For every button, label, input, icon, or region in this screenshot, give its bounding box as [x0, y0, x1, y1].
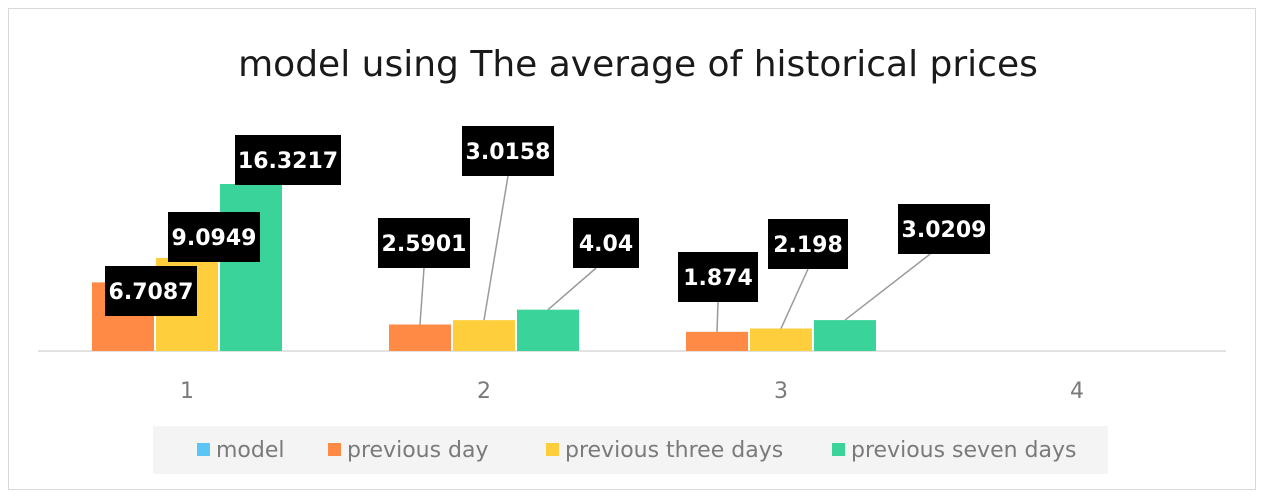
bar-previous-three-days-2 [453, 320, 515, 351]
data-label-box-previous-three-days-2 [462, 126, 554, 176]
x-tick-label-2: 2 [477, 379, 491, 404]
bar-previous-day-3 [686, 331, 748, 351]
leader-line-previous-day-3 [716, 301, 719, 332]
legend-label-model: model [216, 438, 285, 463]
data-label-box-previous-day-3 [678, 252, 758, 302]
bar-previous-day-2 [389, 324, 451, 351]
data-label-box-previous-day-1 [105, 266, 197, 316]
legend-item-previous-three-days: previous three days [546, 438, 783, 463]
bar-previous-seven-days-3 [814, 320, 876, 351]
leader-lines-layer [419, 175, 931, 332]
legend: model previous day previous three days prev… [197, 438, 1076, 463]
data-label-previous-three-days-3: 2.198 [773, 233, 843, 258]
data-label-box-previous-seven-days-3 [898, 204, 990, 254]
data-label-previous-seven-days-2: 4.04 [579, 232, 633, 257]
x-tick-label-4: 4 [1070, 379, 1084, 404]
bars-layer [92, 184, 876, 351]
x-tick-labels: 1 2 3 4 [180, 379, 1084, 404]
legend-swatch-previous-day [328, 443, 341, 456]
data-label-previous-day-3: 1.874 [683, 266, 753, 291]
legend-item-previous-seven-days: previous seven days [832, 438, 1076, 463]
legend-swatch-previous-three-days [546, 443, 559, 456]
data-label-box-previous-day-2 [378, 218, 470, 268]
data-label-previous-seven-days-3: 3.0209 [902, 218, 987, 243]
data-label-previous-seven-days-1: 16.3217 [238, 149, 338, 174]
legend-item-previous-day: previous day [328, 438, 489, 463]
data-labels-layer: 6.7087 9.0949 16.3217 2.5901 3.0158 4.04 1.874… [105, 126, 990, 316]
data-label-previous-three-days-1: 9.0949 [172, 226, 257, 251]
leader-line-previous-seven-days-2 [547, 267, 597, 311]
data-label-box-previous-three-days-3 [768, 219, 848, 269]
data-label-box-previous-seven-days-2 [573, 218, 639, 268]
leader-line-previous-three-days-3 [780, 268, 809, 329]
data-label-previous-three-days-2: 3.0158 [466, 140, 551, 165]
data-label-previous-day-1: 6.7087 [109, 280, 194, 305]
x-tick-label-3: 3 [774, 379, 788, 404]
data-label-previous-day-2: 2.5901 [382, 232, 467, 257]
bar-previous-seven-days-1 [220, 184, 282, 351]
legend-box [153, 426, 1108, 474]
bar-previous-seven-days-2 [517, 309, 579, 351]
legend-label-previous-seven-days: previous seven days [851, 438, 1076, 463]
leader-line-previous-seven-days-3 [844, 253, 931, 321]
leader-line-previous-day-2 [419, 267, 425, 325]
legend-label-previous-three-days: previous three days [565, 438, 783, 463]
x-tick-label-1: 1 [180, 379, 194, 404]
legend-swatch-previous-seven-days [832, 443, 845, 456]
chart-title: model using The average of historical pr… [238, 44, 1038, 85]
data-label-box-previous-seven-days-1 [235, 135, 341, 185]
data-label-box-previous-three-days-1 [168, 212, 260, 262]
bar-previous-three-days-3 [750, 328, 812, 351]
legend-swatch-model [197, 443, 210, 456]
legend-label-previous-day: previous day [347, 438, 489, 463]
leader-line-previous-three-days-2 [483, 175, 509, 321]
legend-item-model: model [197, 438, 285, 463]
